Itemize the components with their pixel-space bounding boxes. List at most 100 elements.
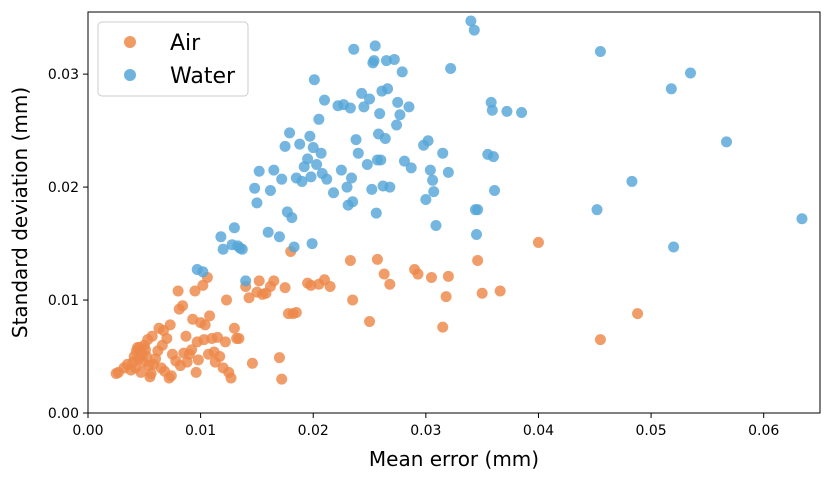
point-water: [228, 222, 240, 234]
point-water: [392, 96, 404, 108]
point-water: [313, 113, 325, 125]
point-air: [324, 280, 336, 292]
point-water: [369, 40, 381, 52]
point-air: [161, 332, 173, 344]
point-water: [268, 164, 280, 176]
point-air: [246, 357, 258, 369]
point-water: [328, 187, 340, 199]
point-water: [405, 162, 417, 174]
point-water: [428, 186, 440, 198]
point-water: [370, 207, 382, 219]
point-air: [165, 370, 177, 382]
point-water: [665, 83, 677, 95]
point-water: [427, 174, 439, 186]
y-tick-label: 0.00: [48, 406, 79, 422]
x-tick-label: 0.04: [523, 423, 554, 439]
point-water: [366, 183, 378, 195]
point-water: [302, 153, 314, 165]
point-water: [471, 229, 483, 241]
point-water: [315, 147, 327, 159]
point-water: [422, 135, 434, 147]
point-air: [440, 291, 452, 303]
point-air: [225, 372, 237, 384]
point-water: [294, 138, 306, 150]
point-water: [276, 173, 288, 185]
point-water: [344, 102, 356, 114]
point-air: [276, 373, 288, 385]
point-water: [375, 154, 387, 166]
point-water: [501, 105, 513, 117]
point-water: [489, 184, 501, 196]
point-air: [425, 271, 437, 283]
point-water: [348, 43, 360, 55]
point-air: [412, 268, 424, 280]
legend: Air Water: [97, 21, 249, 97]
point-water: [264, 184, 276, 196]
point-water: [721, 136, 733, 148]
point-water: [215, 231, 227, 243]
point-air: [214, 351, 226, 363]
point-water: [472, 204, 484, 216]
point-water: [796, 213, 808, 225]
point-water: [398, 155, 410, 167]
point-air: [378, 268, 390, 280]
point-air: [632, 308, 644, 320]
point-air: [141, 351, 153, 363]
point-water: [262, 226, 274, 238]
point-water: [391, 119, 403, 131]
point-water: [251, 197, 263, 209]
point-water: [684, 67, 696, 79]
x-tick-label: 0.00: [72, 423, 103, 439]
point-air: [347, 294, 359, 306]
point-air: [233, 332, 245, 344]
point-air: [180, 330, 192, 342]
point-water: [240, 275, 252, 287]
point-water: [445, 62, 457, 74]
point-water: [591, 204, 603, 216]
point-water: [236, 243, 248, 255]
point-water: [318, 94, 330, 106]
point-water: [430, 219, 442, 231]
y-axis: 0.00 0.01 0.02 0.03: [48, 67, 88, 422]
point-air: [371, 253, 383, 265]
point-water: [335, 164, 347, 176]
point-air: [442, 270, 454, 282]
x-axis-label: Mean error (mm): [369, 447, 539, 471]
point-water: [594, 46, 606, 58]
point-air: [186, 344, 198, 356]
point-water: [382, 83, 394, 95]
point-water: [668, 241, 680, 253]
point-air: [273, 352, 285, 364]
point-air: [494, 285, 506, 297]
point-air: [135, 366, 147, 378]
point-water: [442, 166, 454, 178]
point-air: [164, 319, 176, 331]
y-tick-label: 0.03: [48, 67, 79, 83]
data-points: [110, 15, 808, 385]
point-water: [465, 15, 477, 27]
point-air: [204, 310, 216, 322]
point-water: [487, 151, 499, 163]
point-water: [388, 53, 400, 65]
point-air: [279, 282, 291, 294]
point-air: [476, 287, 488, 299]
x-tick-label: 0.02: [298, 423, 329, 439]
point-water: [361, 158, 373, 170]
point-water: [197, 266, 209, 278]
point-water: [311, 158, 323, 170]
x-tick-label: 0.01: [185, 423, 216, 439]
point-water: [296, 175, 308, 187]
point-water: [307, 142, 319, 154]
point-water: [308, 74, 320, 86]
point-water: [217, 243, 229, 255]
point-air: [364, 316, 376, 328]
point-air: [594, 334, 606, 346]
point-air: [253, 275, 265, 287]
point-water: [358, 101, 370, 113]
point-air: [145, 367, 157, 379]
legend-marker-air: [124, 36, 136, 48]
point-air: [192, 354, 204, 366]
point-air: [190, 366, 202, 378]
point-air: [199, 319, 211, 331]
